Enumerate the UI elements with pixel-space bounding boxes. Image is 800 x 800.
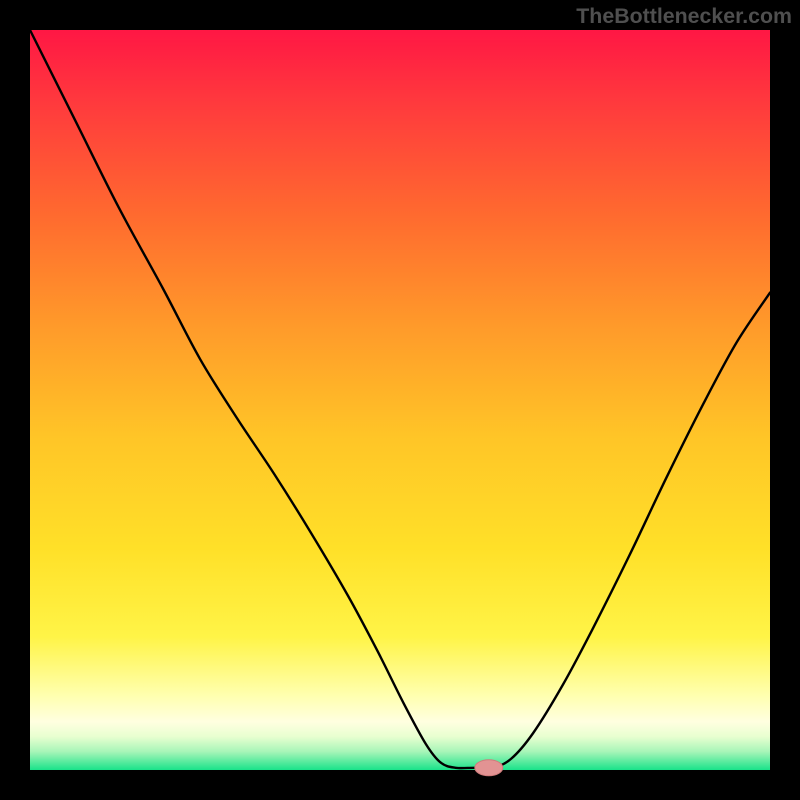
min-marker	[475, 760, 503, 776]
plot-background	[30, 30, 770, 770]
chart-svg	[0, 0, 800, 800]
chart-stage: TheBottlenecker.com	[0, 0, 800, 800]
watermark-text: TheBottlenecker.com	[576, 4, 792, 29]
